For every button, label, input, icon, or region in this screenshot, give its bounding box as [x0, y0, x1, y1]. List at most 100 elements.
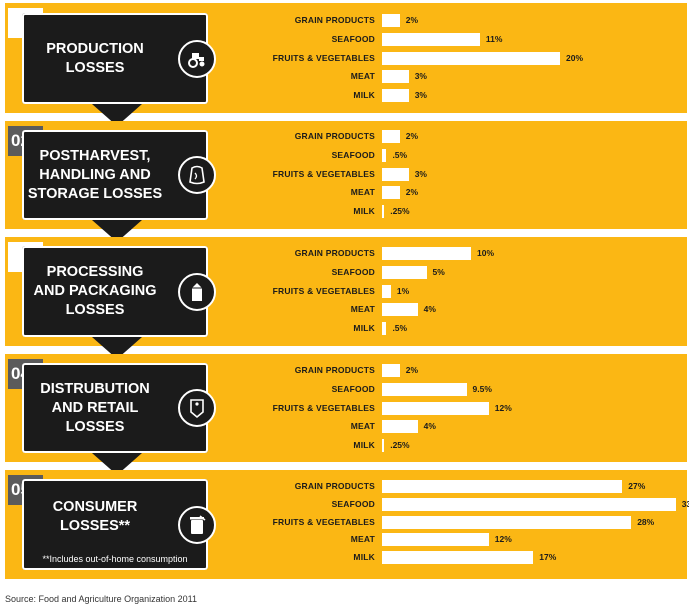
stage-panel: PROCESSING AND PACKAGING LOSSES [22, 246, 216, 337]
price-tag-icon [178, 389, 216, 427]
trash-bin-icon [178, 505, 216, 544]
data-bar [382, 32, 480, 46]
flow-arrow-icon [92, 104, 142, 126]
data-bar [382, 401, 489, 415]
data-bar [382, 420, 418, 434]
data-bar [382, 205, 385, 219]
category-label: FRUITS & VEGETABLES [272, 52, 375, 63]
stage-title-line: LOSSES [65, 59, 125, 76]
category-label: MEAT [350, 304, 375, 315]
category-label: GRAIN PRODUCTS [294, 131, 375, 141]
value-label: 3% [414, 90, 427, 101]
stage-title-line: PROCESSING [46, 264, 144, 280]
category-label: SEAFOOD [331, 498, 375, 509]
data-bar [382, 247, 471, 260]
stage-title-line: HANDLING AND [39, 166, 151, 183]
stage-title-line: LOSSES** [59, 517, 131, 534]
value-label: 1% [396, 285, 410, 296]
stage-title-line: AND RETAIL [51, 399, 139, 416]
value-label: 2% [405, 187, 419, 198]
data-bar [382, 551, 534, 565]
value-label: 11% [485, 33, 503, 44]
value-label: 4% [423, 304, 436, 315]
category-label: MEAT [350, 534, 375, 545]
category-label: MILK [353, 90, 375, 101]
category-label: SEAFOOD [331, 33, 375, 44]
data-bar [382, 497, 676, 511]
stage-title-line: STORAGE LOSSES [27, 185, 163, 202]
category-label: MEAT [350, 421, 375, 432]
category-label: GRAIN PRODUCTS [294, 15, 375, 25]
value-label: 2% [405, 365, 419, 375]
stage-panel: PRODUCTION LOSSES [22, 13, 216, 104]
data-bar [382, 322, 387, 336]
stage-title-line: DISTRUBUTION [40, 380, 150, 397]
value-label: .25% [390, 206, 410, 217]
data-bar [382, 148, 387, 162]
flow-arrow-icon [92, 220, 142, 242]
category-label: MILK [353, 206, 375, 217]
category-label: SEAFOOD [331, 149, 375, 160]
value-label: 20% [566, 52, 584, 63]
stage-title: CONSUMER LOSSES** [22, 479, 168, 554]
category-label: SEAFOOD [331, 383, 375, 394]
category-label: GRAIN PRODUCTS [294, 481, 375, 491]
data-bar [382, 515, 632, 529]
data-bar [382, 130, 400, 143]
data-bar [382, 89, 409, 103]
value-label: .5% [392, 323, 408, 334]
value-label: 17% [539, 552, 557, 563]
stage-title-line: POSTHARVEST, [39, 147, 151, 164]
stage-title-line: AND PACKAGING [33, 283, 157, 299]
category-label: MEAT [350, 71, 375, 82]
value-label: 12% [494, 534, 512, 545]
stage-panel: DISTRUBUTION AND RETAIL LOSSES [22, 363, 216, 453]
stage-title-line: LOSSES [65, 302, 125, 318]
category-label: FRUITS & VEGETABLES [272, 402, 375, 413]
value-label: .5% [392, 149, 408, 160]
data-bar [382, 265, 427, 279]
value-label: 3% [414, 71, 427, 82]
category-label: FRUITS & VEGETABLES [272, 516, 375, 527]
data-bar [382, 364, 400, 377]
category-label: MILK [353, 323, 375, 334]
category-label: MEAT [350, 187, 375, 198]
value-label: 2% [405, 131, 419, 141]
category-label: MILK [353, 552, 375, 563]
tractor-icon [178, 39, 216, 78]
flow-arrow-icon [92, 337, 142, 359]
storage-bag-icon [178, 156, 216, 194]
category-label: FRUITS & VEGETABLES [272, 168, 375, 179]
stage-title: POSTHARVEST, HANDLING AND STORAGE LOSSES [22, 130, 168, 220]
data-bar [382, 303, 418, 317]
value-label: 4% [423, 421, 436, 432]
value-label: 27% [628, 481, 646, 491]
category-label: GRAIN PRODUCTS [294, 248, 375, 258]
source-note: Source: Food and Agriculture Organizatio… [5, 594, 197, 604]
value-label: .25% [390, 440, 410, 451]
data-bar [382, 533, 489, 547]
data-bar [382, 51, 560, 65]
category-label: FRUITS & VEGETABLES [272, 285, 375, 296]
stage-title-line: LOSSES [65, 418, 125, 435]
category-label: MILK [353, 440, 375, 451]
value-label: 3% [414, 168, 427, 179]
milk-carton-icon [178, 272, 216, 311]
stage-title: PRODUCTION LOSSES [22, 13, 168, 104]
value-label: 28% [637, 516, 655, 527]
data-bar [382, 14, 400, 27]
category-label: GRAIN PRODUCTS [294, 365, 375, 375]
stage-note: **Includes out-of-home consumption [42, 554, 188, 564]
value-label: 5% [432, 266, 445, 277]
value-label: 10% [477, 248, 495, 258]
data-bar [382, 167, 409, 181]
data-bar [382, 382, 467, 396]
category-label: SEAFOOD [331, 266, 375, 277]
data-bar [382, 284, 391, 298]
value-label: 2% [405, 15, 419, 25]
stage-title-line: CONSUMER [52, 498, 138, 515]
value-label: 12% [494, 402, 512, 413]
data-bar [382, 186, 400, 200]
value-label: 9.5% [472, 383, 492, 394]
stage-panel: CONSUMER LOSSES** **Includes out-of-home c… [22, 479, 216, 570]
